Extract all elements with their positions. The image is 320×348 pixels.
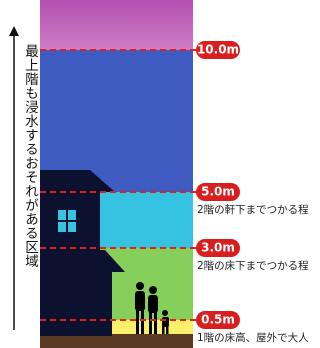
level-label: 5.0m [201,185,235,199]
level-label: 0.5m [201,313,235,327]
ground [40,334,193,348]
arrow-head [9,26,19,36]
level-description: 2階の床下までつかる程 [197,259,309,272]
side-note: 最上階も浸水するおそれがある区域 [20,44,40,268]
level-label: 10.0m [197,43,239,57]
diagram: 10.0m 5.0m 2階の軒下までつかる程 3.0m 2階の床下までつかる程 0.5m 1… [0,0,319,348]
level-description: 2階の軒下までつかる程 [197,204,309,216]
level-description: 1階の床高、屋外で大人 [197,331,309,344]
level-label: 3.0m [201,241,235,255]
band-purple [40,0,193,50]
page: 10.0m 5.0m 2階の軒下までつかる程 3.0m 2階の床下までつかる程 0.5m 1… [0,0,319,348]
flood-diagram: 10.0m 5.0m 2階の軒下までつかる程 3.0m 2階の床下までつかる程 0.5m 1… [0,0,319,348]
